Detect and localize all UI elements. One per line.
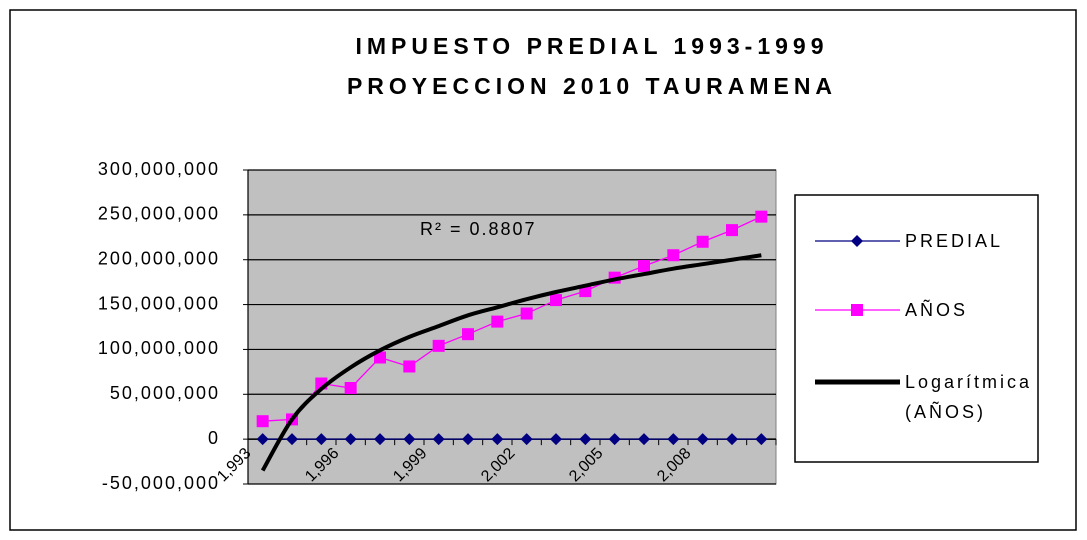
y-tick-label: 250,000,000 [98, 204, 220, 224]
marker [579, 433, 592, 446]
marker [374, 433, 386, 446]
marker [667, 433, 680, 446]
marker [608, 433, 621, 446]
y-tick-label: 0 [208, 428, 220, 448]
y-tick-label: 100,000,000 [98, 338, 220, 358]
marker [755, 433, 768, 446]
y-tick-label: 300,000,000 [98, 159, 220, 179]
chart-title: IMPUESTO PREDIAL 1993-1999 [355, 33, 828, 59]
marker [520, 307, 533, 320]
marker [256, 433, 269, 446]
marker [491, 315, 504, 328]
trend-line [260, 253, 762, 472]
marker [550, 294, 562, 307]
marker [432, 433, 445, 446]
marker [667, 249, 680, 262]
marker [344, 382, 357, 395]
legend-label: PREDIAL [905, 231, 1004, 251]
marker [286, 433, 298, 446]
legend-label: Logarítmica (AÑOS) [905, 372, 1033, 422]
marker [491, 433, 504, 446]
marker [696, 433, 709, 446]
marker [432, 339, 445, 352]
plot-area [247, 169, 777, 485]
y-tick-label: -50,000,000 [102, 473, 220, 493]
marker [726, 433, 738, 446]
legend-marker [851, 235, 863, 247]
legend-marker [851, 304, 863, 316]
legend-label: AÑOS [905, 300, 969, 320]
marker [462, 328, 474, 341]
marker [315, 433, 328, 446]
marker [374, 351, 386, 364]
marker [638, 259, 650, 272]
marker [726, 224, 738, 237]
y-tick-label: 50,000,000 [110, 383, 220, 403]
legend-box [794, 194, 1039, 463]
chart-subtitle: PROYECCION 2010 TAURAMENA [347, 73, 837, 99]
marker [344, 433, 357, 446]
marker [403, 433, 416, 446]
marker [520, 433, 533, 446]
marker [638, 433, 650, 446]
annotation: R² = 0.8807 [420, 219, 537, 239]
marker [256, 415, 269, 428]
marker [550, 433, 562, 446]
y-tick-label: 200,000,000 [98, 248, 220, 268]
marker [755, 210, 768, 223]
marker [462, 433, 474, 446]
y-tick-label: 150,000,000 [98, 293, 220, 313]
marker [696, 235, 709, 248]
marker [403, 360, 416, 373]
